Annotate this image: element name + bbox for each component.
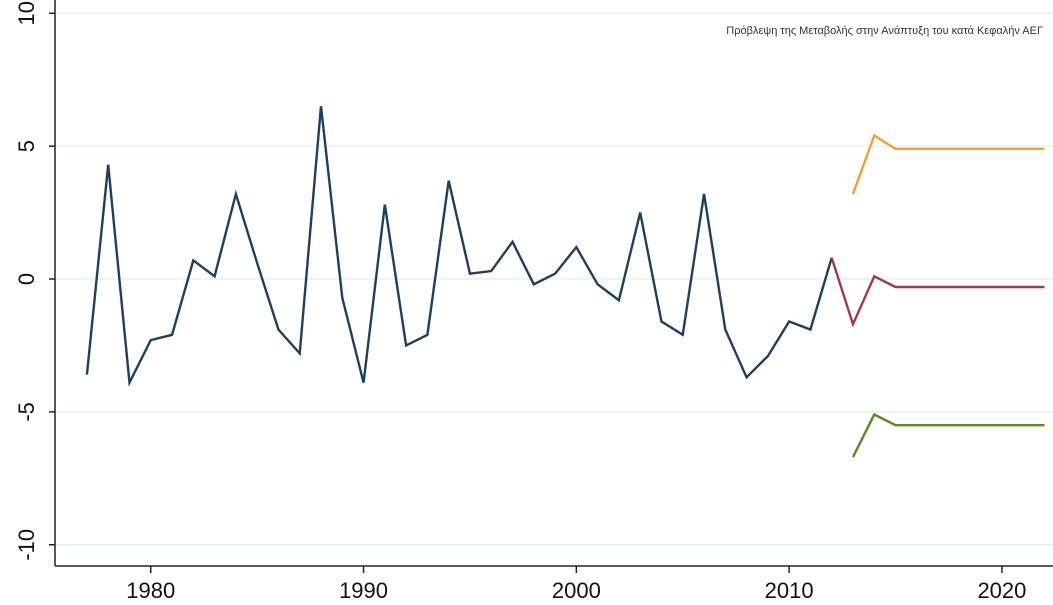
series-line-1 <box>85 106 833 387</box>
x-tick-label: 1980 <box>126 578 175 600</box>
axes: -10 -5 0 5 10 1980 1990 2000 2010 2020 <box>14 0 1053 603</box>
x-tick-label: 1990 <box>339 578 388 600</box>
y-tick-label: 0 <box>14 273 39 285</box>
chart-annotation: Πρόβλεψη της Μεταβολής στην Ανάπτυξη του… <box>726 25 1043 37</box>
gridlines <box>55 12 1053 546</box>
x-tick-label: 2000 <box>552 578 601 600</box>
y-tick-label: 10 <box>14 1 39 25</box>
y-tick-label: -10 <box>14 529 39 561</box>
x-tick-label: 2010 <box>765 578 814 600</box>
y-tick-label: 5 <box>14 140 39 152</box>
series-line-2 <box>830 257 1045 328</box>
series-line-3 <box>851 133 1045 195</box>
series-line-4 <box>851 412 1045 458</box>
series-lines <box>85 106 1045 458</box>
x-tick-label: 2020 <box>977 578 1026 600</box>
y-tick-label: -5 <box>14 402 39 422</box>
